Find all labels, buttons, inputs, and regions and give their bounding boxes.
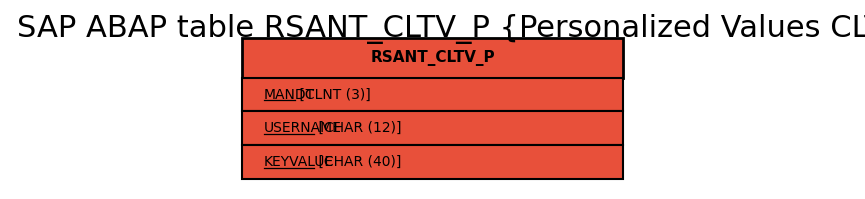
Text: [CHAR (40)]: [CHAR (40)] [314, 155, 401, 169]
Text: USERNAME: USERNAME [264, 121, 342, 135]
Bar [242, 111, 623, 145]
Text: [CLNT (3)]: [CLNT (3)] [295, 88, 371, 101]
Text: RSANT_CLTV_P: RSANT_CLTV_P [370, 50, 495, 66]
Text: SAP ABAP table RSANT_CLTV_P {Personalized Values CLTV}: SAP ABAP table RSANT_CLTV_P {Personalize… [17, 14, 865, 44]
Text: MANDT: MANDT [264, 88, 315, 101]
Bar [242, 38, 623, 78]
Bar [242, 78, 623, 111]
Text: KEYVALUE: KEYVALUE [264, 155, 334, 169]
Bar [242, 145, 623, 179]
Text: [CHAR (12)]: [CHAR (12)] [314, 121, 401, 135]
